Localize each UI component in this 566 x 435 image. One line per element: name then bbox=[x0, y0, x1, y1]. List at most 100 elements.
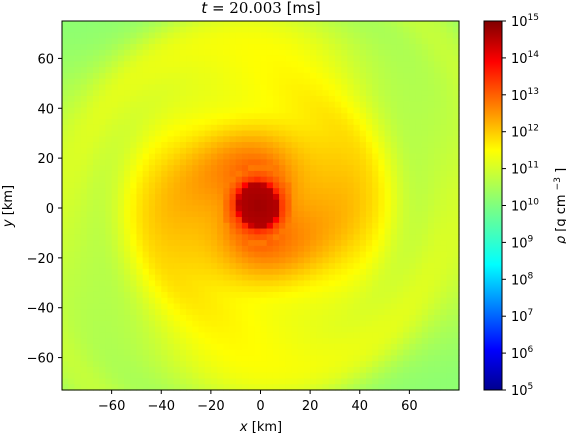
heatmap-cell bbox=[192, 84, 200, 91]
heatmap-cell bbox=[105, 107, 113, 114]
heatmap-cell bbox=[62, 176, 69, 184]
heatmap-cell bbox=[434, 21, 441, 28]
heatmap-cell bbox=[285, 320, 293, 328]
heatmap-cell bbox=[347, 274, 355, 282]
heatmap-cell bbox=[68, 136, 75, 143]
heatmap-cell bbox=[217, 124, 224, 132]
heatmap-cell bbox=[285, 372, 293, 380]
heatmap-cell bbox=[130, 343, 138, 351]
heatmap-cell bbox=[148, 32, 156, 39]
heatmap-cell bbox=[179, 338, 187, 345]
heatmap-cell bbox=[378, 309, 386, 316]
heatmap-cell bbox=[303, 55, 311, 62]
heatmap-cell bbox=[322, 188, 330, 195]
heatmap-cell bbox=[266, 38, 274, 45]
heatmap-cell bbox=[446, 153, 454, 160]
heatmap-cell bbox=[136, 349, 144, 357]
heatmap-cell bbox=[130, 113, 138, 120]
heatmap-cell bbox=[86, 217, 94, 224]
heatmap-cell bbox=[316, 119, 324, 126]
heatmap-cell bbox=[173, 193, 181, 201]
heatmap-cell bbox=[173, 147, 181, 155]
heatmap-cell bbox=[297, 84, 305, 91]
heatmap-cell bbox=[254, 366, 262, 374]
heatmap-cell bbox=[396, 309, 404, 316]
heatmap-cell bbox=[86, 130, 94, 137]
heatmap-cell bbox=[353, 332, 361, 339]
heatmap-cell bbox=[198, 343, 206, 351]
heatmap-cell bbox=[452, 176, 460, 184]
heatmap-cell bbox=[378, 245, 386, 253]
heatmap-cell bbox=[409, 366, 417, 374]
heatmap-cell bbox=[272, 274, 280, 282]
heatmap-cell bbox=[365, 320, 373, 328]
heatmap-cell bbox=[254, 119, 262, 126]
heatmap-cell bbox=[446, 142, 454, 149]
heatmap-cell bbox=[409, 153, 417, 160]
heatmap-cell bbox=[440, 170, 448, 178]
heatmap-cell bbox=[179, 286, 187, 293]
heatmap-cell bbox=[316, 303, 324, 310]
heatmap-cell bbox=[291, 170, 299, 178]
heatmap-cell bbox=[111, 211, 119, 218]
heatmap-cell bbox=[427, 228, 435, 235]
heatmap-cell bbox=[93, 72, 100, 80]
heatmap-cell bbox=[272, 228, 280, 235]
heatmap-cell bbox=[415, 44, 423, 51]
heatmap-cell bbox=[68, 55, 75, 62]
heatmap-cell bbox=[68, 101, 75, 109]
heatmap-cell bbox=[310, 95, 317, 103]
heatmap-cell bbox=[155, 320, 162, 328]
heatmap-cell bbox=[254, 84, 262, 91]
heatmap-cell bbox=[74, 124, 82, 132]
heatmap-cell bbox=[434, 95, 441, 103]
heatmap-cell bbox=[434, 372, 441, 380]
heatmap-cell bbox=[409, 26, 417, 34]
heatmap-cell bbox=[446, 95, 454, 103]
heatmap-cell bbox=[68, 26, 75, 34]
heatmap-cell bbox=[415, 274, 423, 282]
heatmap-cell bbox=[248, 372, 255, 380]
heatmap-cell bbox=[266, 240, 274, 247]
heatmap-cell bbox=[384, 44, 392, 51]
heatmap-cell bbox=[291, 286, 299, 293]
heatmap-cell bbox=[186, 165, 193, 172]
heatmap-cell bbox=[378, 113, 386, 120]
heatmap-cell bbox=[396, 78, 404, 86]
heatmap-cell bbox=[285, 170, 293, 178]
heatmap-cell bbox=[403, 309, 410, 316]
heatmap-cell bbox=[384, 170, 392, 178]
heatmap-cell bbox=[272, 95, 280, 103]
heatmap-cell bbox=[111, 170, 119, 178]
heatmap-cell bbox=[117, 291, 125, 299]
heatmap-cell bbox=[434, 240, 441, 247]
heatmap-cell bbox=[285, 84, 293, 91]
heatmap-cell bbox=[217, 136, 224, 143]
heatmap-cell bbox=[62, 67, 69, 74]
heatmap-cell bbox=[316, 384, 324, 391]
heatmap-cell bbox=[372, 142, 379, 149]
heatmap-cell bbox=[291, 21, 299, 28]
heatmap-cell bbox=[384, 32, 392, 39]
heatmap-cell bbox=[62, 240, 69, 247]
heatmap-cell bbox=[136, 372, 144, 380]
heatmap-cell bbox=[117, 280, 125, 287]
heatmap-cell bbox=[291, 320, 299, 328]
heatmap-cell bbox=[74, 297, 82, 305]
heatmap-cell bbox=[192, 147, 200, 155]
heatmap-cell bbox=[378, 257, 386, 264]
heatmap-cell bbox=[421, 217, 429, 224]
heatmap-cell bbox=[421, 361, 429, 368]
heatmap-cell bbox=[235, 55, 243, 62]
heatmap-cell bbox=[204, 234, 212, 241]
heatmap-cell bbox=[359, 384, 367, 391]
heatmap-cell bbox=[297, 291, 305, 299]
heatmap-cell bbox=[328, 366, 336, 374]
heatmap-cell bbox=[204, 159, 212, 166]
heatmap-cell bbox=[421, 355, 429, 362]
heatmap-cell bbox=[254, 95, 262, 103]
heatmap-cell bbox=[427, 366, 435, 374]
heatmap-cell bbox=[365, 240, 373, 247]
heatmap-cell bbox=[446, 291, 454, 299]
heatmap-cell bbox=[167, 315, 175, 322]
